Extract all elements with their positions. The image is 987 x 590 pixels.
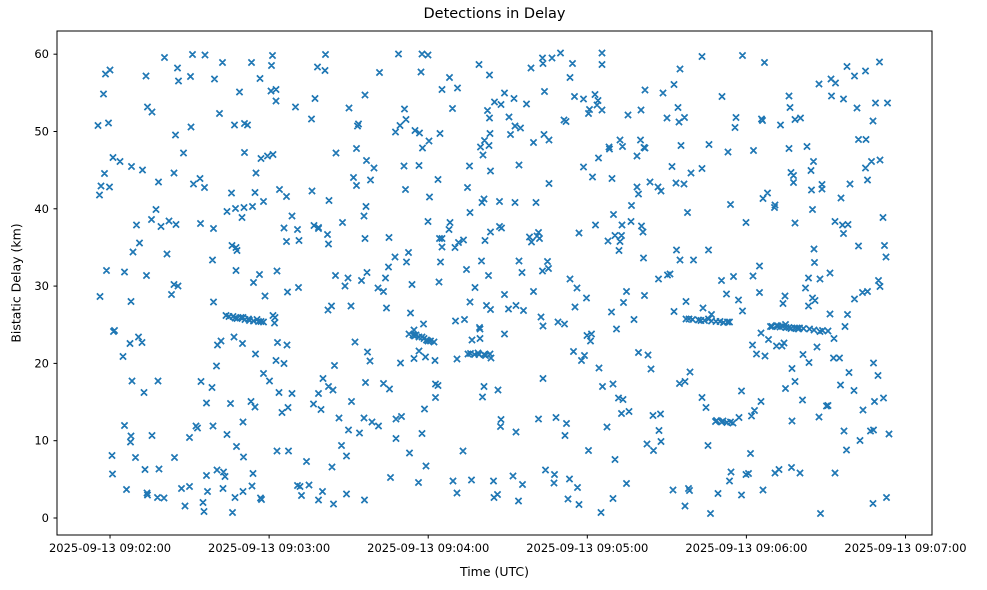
y-tick-label: 0 [42,511,49,525]
y-tick-label: 40 [34,202,49,216]
y-tick-label: 20 [34,356,49,370]
y-tick-label: 10 [34,434,49,448]
scatter-points [94,49,893,518]
y-tick-label: 30 [34,279,49,293]
chart-title: Detections in Delay [423,6,566,22]
x-tick-label: 2025-09-13 09:03:00 [208,541,330,555]
y-axis-label: Bistatic Delay (km) [8,223,24,343]
x-tick-label: 2025-09-13 09:05:00 [526,541,648,555]
axes-box [56,30,933,536]
axes-spines [56,30,933,536]
x-tick-label: 2025-09-13 09:02:00 [49,541,171,555]
x-axis-label: Time (UTC) [459,564,530,579]
axis-ticks: 2025-09-13 09:02:00 2025-09-13 09:03:00 20… [34,47,966,555]
detection-markers [94,49,893,518]
x-tick-label: 2025-09-13 09:06:00 [685,541,807,555]
x-tick-label: 2025-09-13 09:07:00 [844,541,966,555]
y-tick-label: 50 [34,124,49,138]
x-tick-label: 2025-09-13 09:04:00 [367,541,489,555]
y-tick-label: 60 [34,47,49,61]
